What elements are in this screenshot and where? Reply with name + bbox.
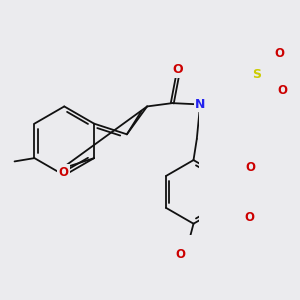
Text: O: O [58,166,68,178]
Text: O: O [172,64,183,76]
Text: S: S [252,68,261,81]
Text: O: O [274,47,284,60]
Text: O: O [277,84,287,97]
Text: O: O [175,248,185,261]
Text: O: O [244,211,254,224]
Text: O: O [246,161,256,174]
Text: N: N [195,98,205,111]
